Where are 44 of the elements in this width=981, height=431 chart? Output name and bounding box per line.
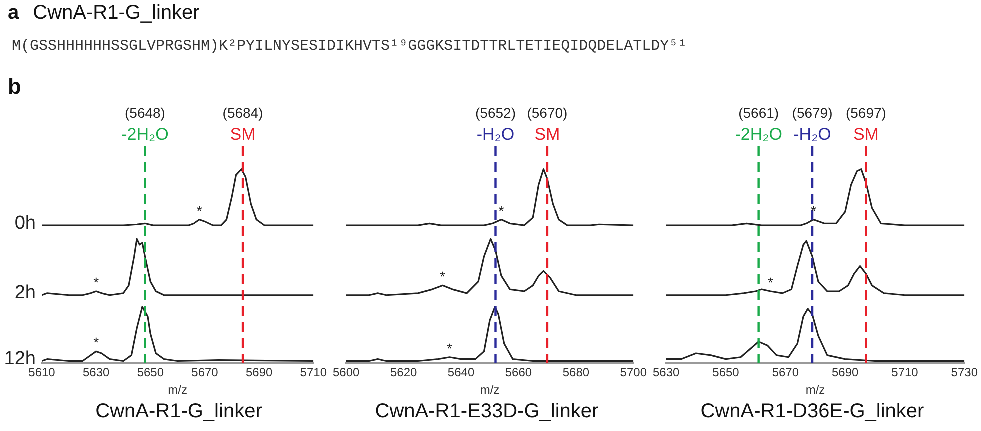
ref-line-label: (5697) SM <box>846 105 886 144</box>
x-tick-label: 5630 <box>652 366 680 380</box>
ref-line-label: (5684) SM <box>222 105 264 144</box>
annotation: * <box>196 202 203 219</box>
x-tick-label: 5660 <box>505 366 532 380</box>
text: a <box>8 2 20 24</box>
x-tick-label: 5670 <box>772 366 800 380</box>
annotation: * <box>94 334 100 351</box>
annotation: * <box>447 340 454 356</box>
x-tick-label: 5650 <box>137 366 164 380</box>
ref-line-label: (5670) SM <box>527 105 568 144</box>
x-tick-label: 5600 <box>332 366 360 380</box>
ref-line-label: (5661) -2H₂O <box>735 105 782 144</box>
text: CwnA-R1-G_linker <box>33 2 200 24</box>
x-tick-label: 5690 <box>246 366 273 380</box>
ref-line-label: (5648) -2H₂O <box>122 105 169 144</box>
annotation: * <box>440 268 446 285</box>
text: CwnA-R1-E33D-G_linker <box>375 400 600 423</box>
x-axis-title: m/z <box>806 383 826 398</box>
x-tick-label: 5710 <box>300 366 328 380</box>
x-axis-title: m/z <box>480 383 500 398</box>
x-tick-label: 5640 <box>448 366 475 380</box>
x-tick-label: 5680 <box>562 366 590 380</box>
annotation: * <box>94 274 100 290</box>
text: b <box>8 74 22 100</box>
ref-line-label: (5652) -H₂O <box>476 105 516 144</box>
series-label: 2h <box>14 282 36 304</box>
series-label: 0h <box>14 212 36 234</box>
x-tick-label: 5620 <box>390 366 418 380</box>
text: CwnA-R1-D36E-G_linker <box>700 400 925 423</box>
text: CwnA-R1-G_linker <box>96 400 263 423</box>
x-axis-title: m/z <box>168 383 188 398</box>
x-tick-label: 5650 <box>712 366 740 380</box>
x-tick-label: 5730 <box>951 366 978 380</box>
x-tick-label: 5690 <box>832 366 859 380</box>
x-tick-label: 5710 <box>892 366 919 380</box>
x-tick-label: 5670 <box>192 366 219 380</box>
text: M(GSSHHHHHHSSGLVPRGSHM)K²PYILNYSESIDIKHVTS¹⁹GGGKSITDTTRLTETIEQIDQDELATLDY⁵¹ <box>12 38 688 55</box>
annotation: * <box>810 202 817 219</box>
annotation: * <box>498 202 505 219</box>
annotation: * <box>768 274 774 290</box>
x-tick-label: 5700 <box>620 366 648 380</box>
x-tick-label: 5630 <box>82 366 110 380</box>
ref-line-label: (5679) -H₂O <box>792 105 833 144</box>
